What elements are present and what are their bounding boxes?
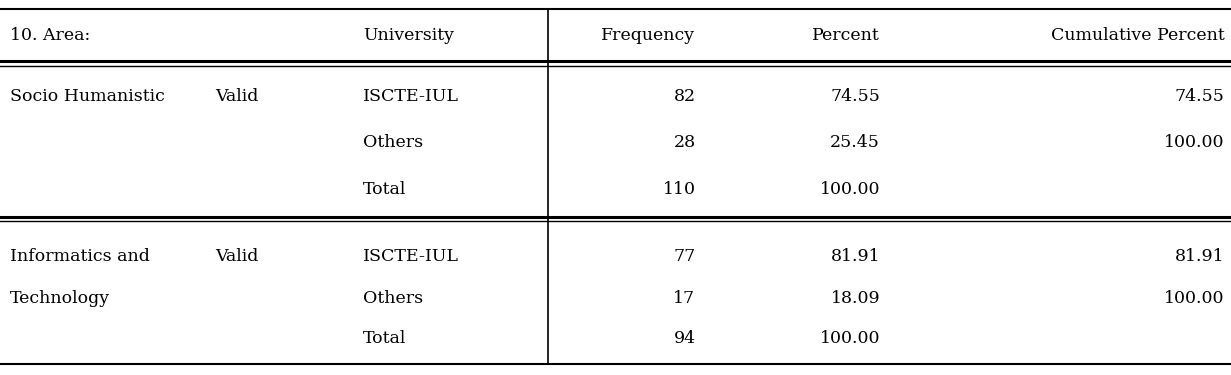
- Text: Informatics and: Informatics and: [10, 248, 150, 265]
- Text: ISCTE-IUL: ISCTE-IUL: [363, 248, 459, 265]
- Text: 82: 82: [673, 88, 696, 105]
- Text: 100.00: 100.00: [1165, 290, 1225, 307]
- Text: 81.91: 81.91: [1176, 248, 1225, 265]
- Text: 110: 110: [662, 180, 696, 198]
- Text: Others: Others: [363, 290, 423, 307]
- Text: Technology: Technology: [10, 290, 110, 307]
- Text: ISCTE-IUL: ISCTE-IUL: [363, 88, 459, 105]
- Text: 10. Area:: 10. Area:: [10, 27, 90, 44]
- Text: 17: 17: [673, 290, 696, 307]
- Text: 74.55: 74.55: [830, 88, 880, 105]
- Text: Valid: Valid: [215, 88, 259, 105]
- Text: Total: Total: [363, 330, 406, 346]
- Text: 100.00: 100.00: [820, 180, 880, 198]
- Text: Frequency: Frequency: [602, 27, 696, 44]
- Text: Cumulative Percent: Cumulative Percent: [1051, 27, 1225, 44]
- Text: 81.91: 81.91: [831, 248, 880, 265]
- Text: 94: 94: [673, 330, 696, 346]
- Text: Percent: Percent: [812, 27, 880, 44]
- Text: 28: 28: [673, 134, 696, 152]
- Text: 100.00: 100.00: [1165, 134, 1225, 152]
- Text: 25.45: 25.45: [830, 134, 880, 152]
- Text: 77: 77: [673, 248, 696, 265]
- Text: 100.00: 100.00: [820, 330, 880, 346]
- Text: University: University: [363, 27, 454, 44]
- Text: Total: Total: [363, 180, 406, 198]
- Text: Socio Humanistic: Socio Humanistic: [10, 88, 165, 105]
- Text: Valid: Valid: [215, 248, 259, 265]
- Text: 74.55: 74.55: [1174, 88, 1225, 105]
- Text: Others: Others: [363, 134, 423, 152]
- Text: 18.09: 18.09: [831, 290, 880, 307]
